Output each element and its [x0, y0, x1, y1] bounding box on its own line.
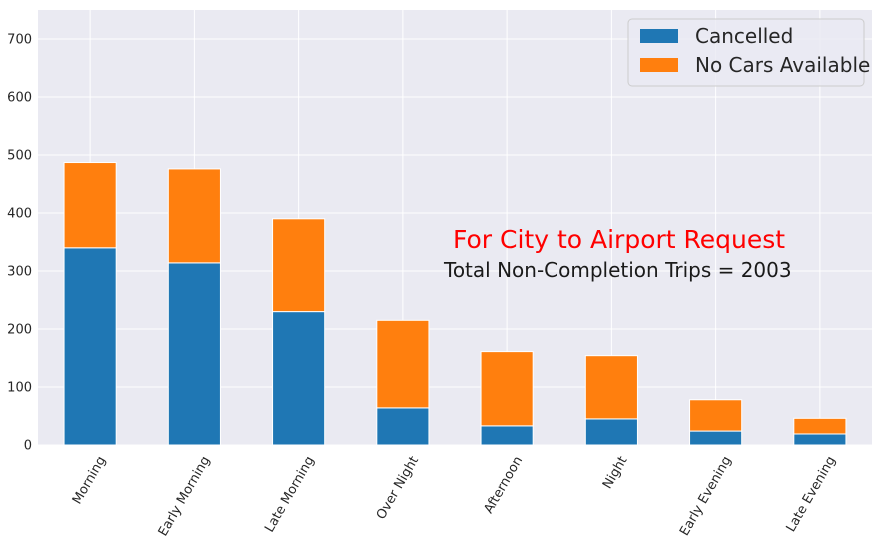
legend-label: Cancelled: [695, 24, 793, 48]
bar-cancelled: [480, 425, 534, 446]
x-tick-label: Afternoon: [482, 454, 527, 516]
bar-cancelled: [272, 311, 326, 446]
bar-cancelled: [376, 407, 430, 446]
bar-no-cars-available: [167, 168, 221, 264]
x-tick-label: Early Morning: [156, 454, 214, 537]
y-tick-label: 400: [7, 207, 32, 222]
y-axis-ticks: 0 100 200 300 400 500 600 700: [7, 33, 32, 454]
bar-no-cars-available: [584, 355, 638, 420]
bars: [63, 162, 847, 446]
x-tick-label: Morning: [70, 454, 109, 507]
y-tick-label: 600: [7, 91, 32, 106]
x-axis-ticks: Morning Early Morning Late Morning Over Nig…: [70, 454, 839, 537]
x-tick-label: Night: [600, 454, 630, 492]
legend-box: [627, 18, 865, 87]
x-tick-label: Late Morning: [262, 454, 318, 535]
annotation-total: Total Non-Completion Trips = 2003: [443, 258, 792, 282]
bar-no-cars-available: [63, 162, 117, 249]
bar-cancelled: [167, 262, 221, 446]
y-tick-label: 700: [7, 33, 32, 48]
annotation-title: For City to Airport Request: [453, 225, 785, 254]
bar-no-cars-available: [689, 399, 743, 432]
legend-swatch: [640, 58, 678, 72]
bar-no-cars-available: [272, 218, 326, 313]
y-tick-label: 500: [7, 149, 32, 164]
bar-cancelled: [793, 433, 847, 446]
y-tick-label: 0: [24, 439, 32, 454]
legend-swatch: [640, 29, 678, 43]
bar-no-cars-available: [480, 351, 534, 427]
bar-no-cars-available: [376, 319, 430, 409]
x-tick-label: Over Night: [374, 454, 422, 522]
y-tick-label: 100: [7, 381, 32, 396]
y-tick-label: 300: [7, 265, 32, 280]
bar-cancelled: [63, 247, 117, 446]
bar-cancelled: [689, 430, 743, 446]
x-tick-label: Late Evening: [784, 454, 839, 535]
bar-no-cars-available: [793, 417, 847, 435]
bar-cancelled: [584, 418, 638, 446]
y-tick-label: 200: [7, 323, 32, 338]
legend: Cancelled No Cars Available: [627, 18, 870, 87]
x-tick-label: Early Evening: [677, 454, 735, 537]
legend-label: No Cars Available: [695, 53, 870, 77]
